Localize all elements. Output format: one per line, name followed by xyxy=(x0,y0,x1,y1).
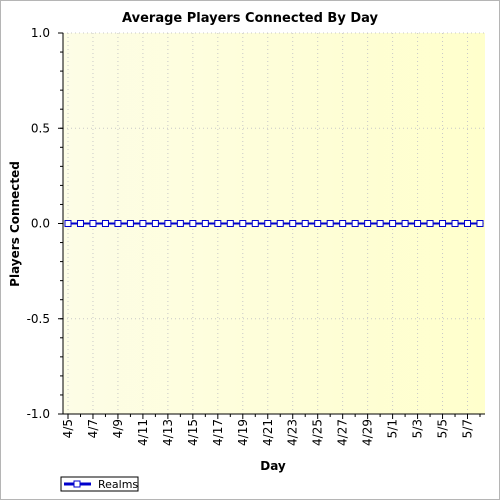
data-point xyxy=(89,220,97,227)
data-point xyxy=(239,220,247,227)
data-point xyxy=(301,220,309,227)
x-tick-label: 4/15 xyxy=(186,419,200,446)
x-tick-label: 4/17 xyxy=(211,419,225,446)
chart-title: Average Players Connected By Day xyxy=(122,11,378,26)
data-point xyxy=(164,220,172,227)
x-tick-label: 4/13 xyxy=(161,419,175,446)
data-point xyxy=(64,220,72,227)
x-tick-label: 5/5 xyxy=(436,419,450,438)
data-point xyxy=(439,220,447,227)
data-point xyxy=(451,220,459,227)
x-tick-label: 4/9 xyxy=(111,419,125,438)
data-point xyxy=(289,220,297,227)
series-realms xyxy=(64,220,484,227)
data-point xyxy=(114,220,122,227)
y-axis-ticks: 1.0 0.5 0.0 -0.5 -1.0 xyxy=(27,26,63,421)
x-tick-label: 4/21 xyxy=(261,419,275,446)
x-tick-label: 4/25 xyxy=(311,419,325,446)
data-point xyxy=(364,220,372,227)
data-point xyxy=(189,220,197,227)
x-axis-ticks: 4/5 4/7 4/9 4/11 4/13 4/15 4/17 4/19 4/21 4/23 4/2… xyxy=(61,414,481,446)
x-tick-label: 5/7 xyxy=(461,419,475,438)
data-point xyxy=(264,220,272,227)
y-tick-label: -0.5 xyxy=(27,312,50,326)
x-tick-label: 4/11 xyxy=(136,419,150,446)
x-tick-label: 5/3 xyxy=(411,419,425,438)
data-point xyxy=(351,220,359,227)
data-point xyxy=(226,220,234,227)
data-point xyxy=(401,220,409,227)
x-tick-label: 4/7 xyxy=(86,419,100,438)
data-point xyxy=(176,220,184,227)
data-point xyxy=(101,220,109,227)
data-point xyxy=(151,220,159,227)
data-point xyxy=(314,220,322,227)
data-point xyxy=(426,220,434,227)
data-point xyxy=(276,220,284,227)
x-tick-label: 4/29 xyxy=(361,419,375,446)
y-axis-label: Players Connected xyxy=(8,161,22,287)
legend-marker xyxy=(73,480,81,488)
data-point xyxy=(201,220,209,227)
data-point xyxy=(464,220,472,227)
x-tick-label: 4/19 xyxy=(236,419,250,446)
x-tick-label: 4/27 xyxy=(336,419,350,446)
x-tick-label: 4/5 xyxy=(61,419,75,438)
y-tick-label: 1.0 xyxy=(31,26,50,40)
data-point xyxy=(414,220,422,227)
y-tick-label: 0.5 xyxy=(31,121,50,135)
data-point xyxy=(376,220,384,227)
x-axis-label: Day xyxy=(260,459,286,473)
data-point xyxy=(214,220,222,227)
data-point xyxy=(139,220,147,227)
data-point xyxy=(251,220,259,227)
data-point xyxy=(76,220,84,227)
data-point xyxy=(126,220,134,227)
legend: Realms xyxy=(60,476,139,492)
y-tick-label: 0.0 xyxy=(31,217,50,231)
data-point xyxy=(476,220,484,227)
x-tick-label: 4/23 xyxy=(286,419,300,446)
data-point xyxy=(326,220,334,227)
y-tick-label: -1.0 xyxy=(27,407,50,421)
data-point xyxy=(339,220,347,227)
x-tick-label: 5/1 xyxy=(386,419,400,438)
data-point xyxy=(389,220,397,227)
legend-label-realms: Realms xyxy=(98,478,138,491)
